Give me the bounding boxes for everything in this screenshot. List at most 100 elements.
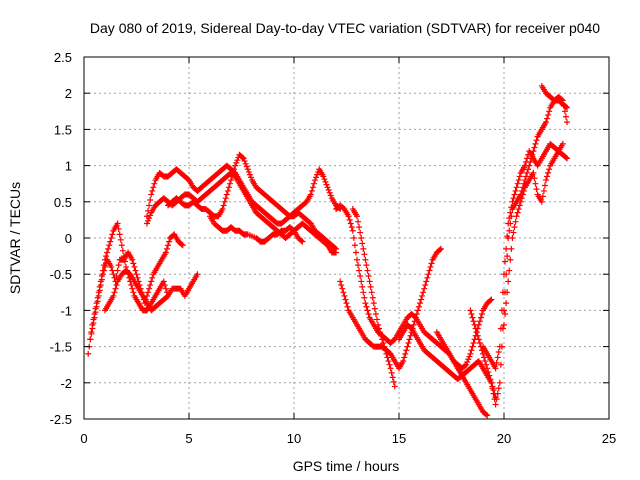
data-point <box>349 227 356 234</box>
series-arc-p <box>538 82 570 111</box>
data-point <box>89 325 96 332</box>
data-point <box>113 282 120 289</box>
data-point <box>90 320 97 327</box>
data-point <box>543 119 549 126</box>
data-point <box>496 379 503 386</box>
data-point <box>482 358 489 365</box>
data-point <box>477 314 484 321</box>
data-point <box>405 339 412 346</box>
data-point <box>502 311 509 318</box>
data-point <box>104 249 111 256</box>
data-point <box>145 217 152 224</box>
data-point <box>326 189 333 196</box>
data-point <box>483 411 490 418</box>
data-point <box>364 307 371 314</box>
data-point <box>98 276 105 283</box>
data-point <box>146 215 153 222</box>
data-point <box>244 166 251 173</box>
data-point <box>463 361 470 368</box>
data-point <box>564 155 570 162</box>
data-point <box>100 267 107 274</box>
series-arc-l <box>433 296 495 372</box>
data-point <box>231 166 238 173</box>
data-point <box>358 278 365 285</box>
series-arc-i <box>337 245 444 372</box>
data-point <box>467 350 474 357</box>
y-tick-label: -1.5 <box>50 340 72 355</box>
data-point <box>438 245 444 252</box>
data-point <box>473 329 480 336</box>
data-point <box>407 332 414 339</box>
data-point <box>508 204 515 211</box>
data-point <box>515 206 522 213</box>
data-point <box>94 298 101 305</box>
data-point <box>108 235 115 241</box>
data-point <box>146 202 153 209</box>
data-point <box>345 213 352 220</box>
data-point <box>95 292 102 299</box>
data-point <box>166 238 173 245</box>
y-tick-label: 2.5 <box>54 50 72 65</box>
data-point <box>149 274 156 281</box>
data-point <box>538 198 545 205</box>
data-point <box>541 182 548 189</box>
data-point <box>384 354 391 361</box>
data-point <box>234 157 241 164</box>
data-point <box>220 202 227 209</box>
data-point <box>545 111 552 118</box>
data-point <box>178 241 185 248</box>
data-point <box>323 181 330 188</box>
data-point <box>366 278 373 285</box>
data-point <box>240 155 247 162</box>
data-point <box>497 361 504 368</box>
data-point <box>313 174 320 181</box>
data-point <box>403 347 410 354</box>
data-point <box>476 318 483 325</box>
data-point <box>495 385 502 392</box>
data-point <box>532 180 539 187</box>
data-point <box>496 343 503 350</box>
data-point <box>470 339 477 346</box>
data-point <box>222 195 229 202</box>
data-point <box>484 365 491 372</box>
data-point <box>483 361 490 368</box>
data-point <box>360 245 367 252</box>
data-point <box>87 336 94 343</box>
data-point <box>223 191 230 198</box>
data-point <box>524 155 531 162</box>
data-point <box>478 311 485 318</box>
y-tick-label: -0.5 <box>50 267 72 282</box>
data-point <box>347 220 354 227</box>
data-point <box>375 321 381 328</box>
data-point <box>402 350 409 357</box>
data-point <box>494 354 501 361</box>
data-point <box>488 296 495 303</box>
data-point <box>246 171 253 178</box>
data-point <box>524 169 531 176</box>
data-point <box>327 192 334 199</box>
data-point <box>339 285 346 292</box>
data-point <box>502 258 509 265</box>
data-point <box>96 287 103 294</box>
data-point <box>509 235 516 241</box>
data-point <box>148 191 155 198</box>
data-point <box>516 202 523 209</box>
chart-title: Day 080 of 2019, Sidereal Day-to-day VTE… <box>90 20 600 36</box>
data-point <box>424 274 431 281</box>
data-point <box>221 198 228 205</box>
data-point <box>464 358 471 365</box>
data-point <box>312 177 318 184</box>
data-point <box>380 339 387 346</box>
data-point <box>423 278 430 285</box>
data-point <box>377 329 384 336</box>
data-point <box>147 282 154 289</box>
data-point <box>509 198 516 205</box>
data-point <box>415 303 422 310</box>
data-point <box>232 162 239 169</box>
data-point <box>342 296 349 303</box>
data-point <box>489 385 496 392</box>
data-point <box>465 356 472 363</box>
data-point <box>514 180 521 187</box>
data-point <box>391 383 398 390</box>
data-point <box>163 245 170 252</box>
